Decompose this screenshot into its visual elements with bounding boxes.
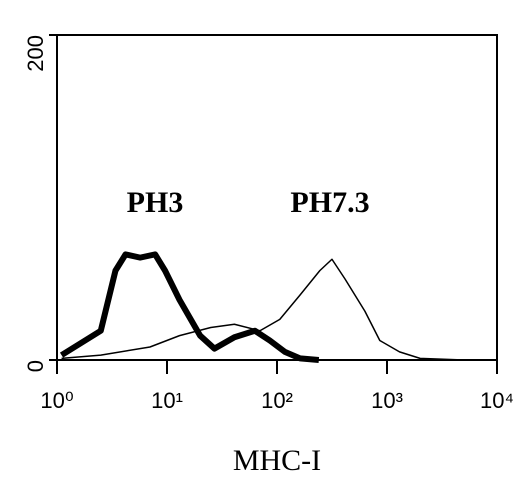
x-tick-label: 10⁴ bbox=[480, 388, 514, 413]
x-tick-label: 10⁰ bbox=[40, 388, 73, 413]
y-tick-label: 0 bbox=[23, 360, 48, 372]
x-tick-label: 10³ bbox=[371, 388, 403, 413]
data-line bbox=[59, 251, 320, 363]
y-tick-label: 200 bbox=[23, 35, 48, 72]
x-axis-label: MHC-I bbox=[233, 444, 321, 477]
x-tick-label: 10² bbox=[261, 388, 293, 413]
data-line bbox=[61, 258, 464, 361]
x-tick-label: 10¹ bbox=[151, 388, 183, 413]
annotation: PH7.3 bbox=[290, 186, 369, 219]
annotation: PH3 bbox=[127, 186, 184, 219]
plot-frame bbox=[56, 34, 498, 361]
